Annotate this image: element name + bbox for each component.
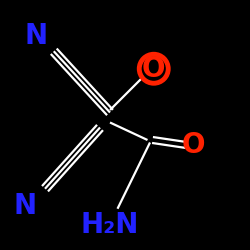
Text: O: O: [182, 131, 206, 159]
Circle shape: [139, 54, 168, 83]
Text: H₂N: H₂N: [81, 211, 139, 239]
Text: N: N: [25, 22, 48, 50]
Text: N: N: [14, 192, 36, 220]
Text: O: O: [142, 55, 166, 83]
